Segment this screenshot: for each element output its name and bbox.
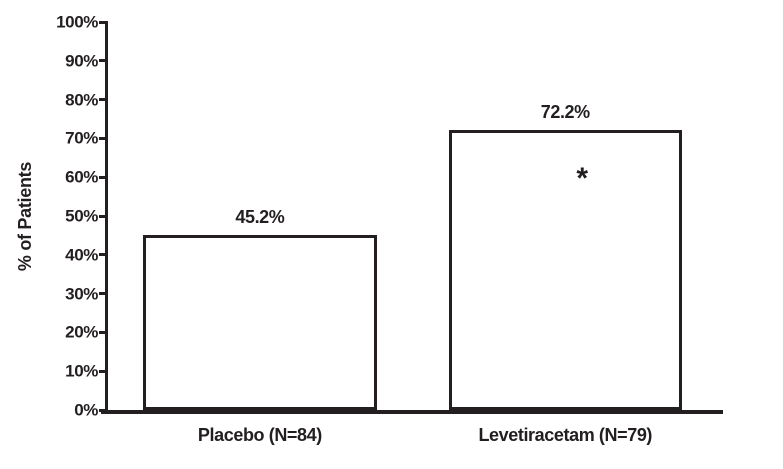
y-axis-tick (99, 408, 108, 412)
y-tick-label: 20% (65, 322, 98, 342)
y-axis-title-wrap: % of Patients (0, 22, 52, 410)
y-axis-tick (99, 214, 108, 218)
bar-value-label: 72.2% (540, 101, 590, 122)
y-axis-tick (99, 292, 108, 296)
significance-asterisk: * (576, 161, 589, 195)
y-axis-tick (99, 175, 108, 179)
y-axis-tick (99, 98, 108, 102)
bar-placebo: 45.2% (143, 208, 377, 410)
bar-value-label: 45.2% (235, 206, 285, 227)
y-tick-label: 0% (74, 400, 98, 420)
y-axis-tick (99, 330, 108, 334)
y-axis-tick (99, 20, 108, 24)
y-tick-label: 60% (65, 167, 98, 187)
plot-area: 0% 10% 20% 30% 40% 50% 60% 70% 80% 90% 100% 45.2% Pl… (56, 14, 723, 444)
y-tick-label: 50% (65, 206, 98, 226)
y-axis-title: % of Patients (15, 161, 36, 271)
bar-levetiracetam: 72.2% * (448, 103, 682, 410)
y-axis-tick (99, 369, 108, 373)
y-tick-label: 10% (65, 361, 98, 381)
y-tick-label: 90% (65, 51, 98, 71)
y-axis-tick (99, 253, 108, 257)
y-tick-label: 30% (65, 284, 98, 304)
y-tick-label: 80% (65, 90, 98, 110)
x-category-label: Levetiracetam (N=79) (478, 425, 653, 445)
x-category-label: Placebo (N=84) (197, 425, 322, 445)
x-axis-line (101, 410, 723, 414)
y-axis-tick (99, 136, 108, 140)
y-tick-label: 100% (56, 12, 98, 32)
y-tick-label: 70% (65, 128, 98, 148)
y-axis-tick (99, 59, 108, 63)
y-tick-label: 40% (65, 245, 98, 265)
